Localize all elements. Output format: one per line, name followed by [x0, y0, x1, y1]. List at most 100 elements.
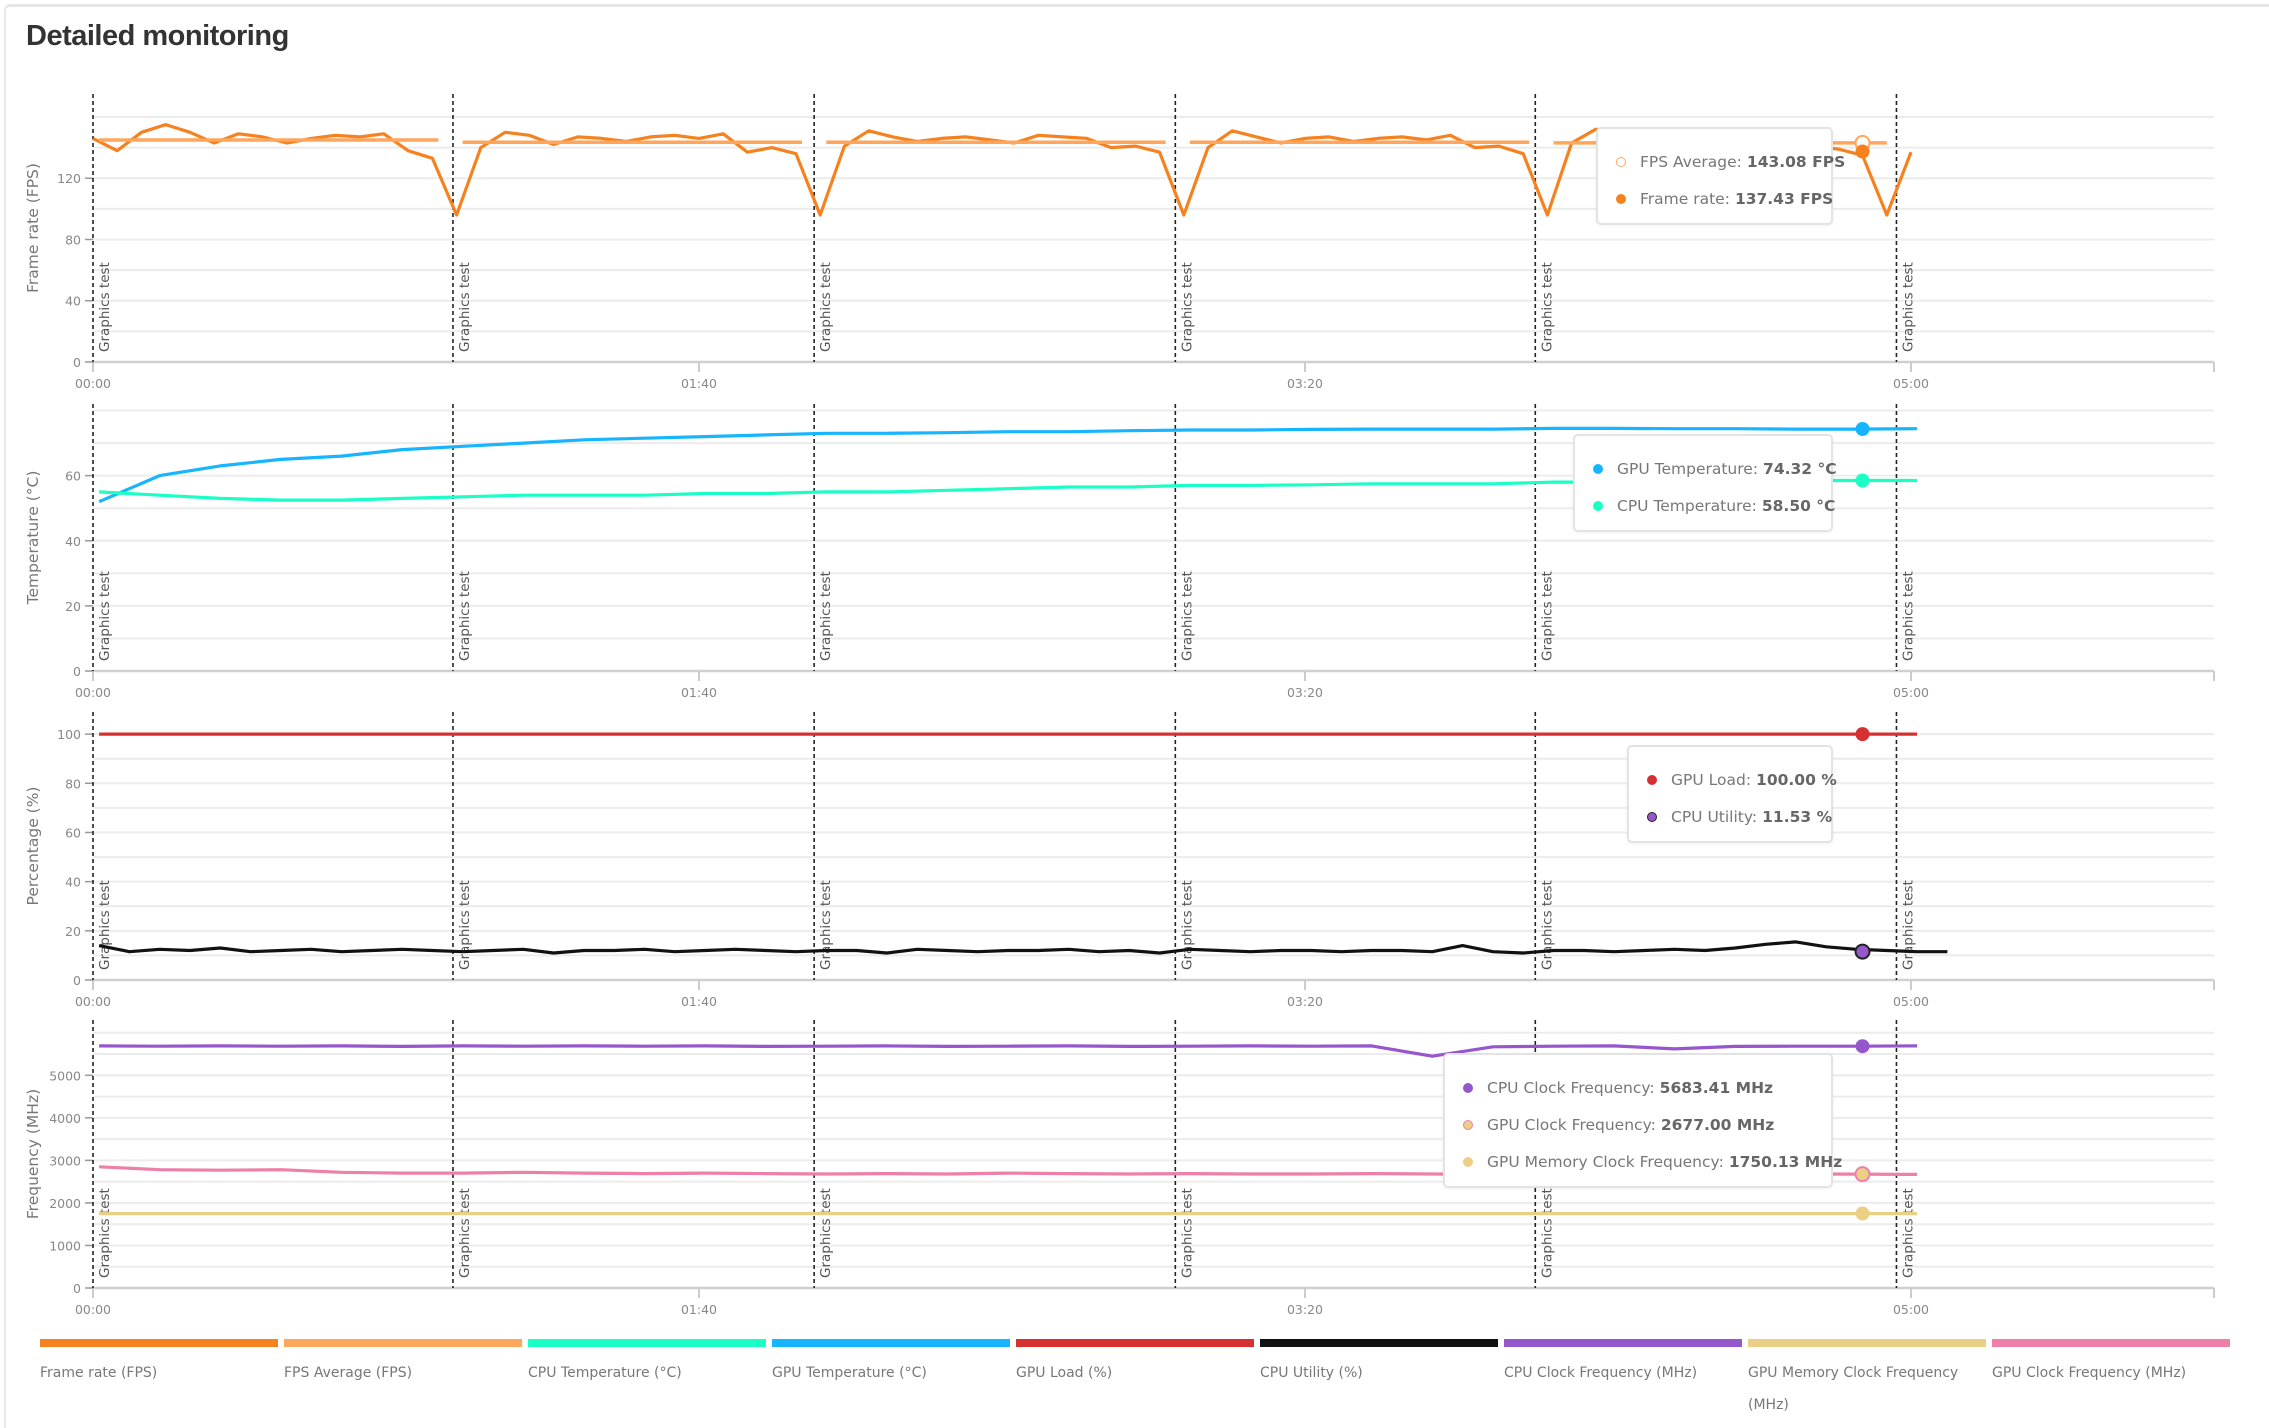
tooltip-value: 74.32 °C [1763, 459, 1837, 478]
tooltip-label: GPU Load: [1671, 770, 1752, 789]
y-tick-label: 0 [73, 664, 81, 679]
tooltip-value: 5683.41 MHz [1659, 1078, 1774, 1097]
y-tick-label: 40 [65, 294, 81, 309]
test-marker-label: Graphics test [97, 1188, 113, 1278]
legend-color-swatch [1992, 1339, 2230, 1347]
legend-item[interactable]: GPU Clock Frequency (MHz) [1992, 1339, 2230, 1421]
series-dot-icon [1647, 811, 1657, 822]
test-marker-label: Graphics test [97, 262, 113, 352]
tooltip-row: FPS Average: 143.08 FPS [1616, 143, 1845, 180]
test-marker-label: Graphics test [457, 262, 473, 352]
tooltip-label: CPU Temperature: [1617, 496, 1757, 515]
tooltip-label: GPU Clock Frequency: [1487, 1115, 1656, 1134]
y-tick-label: 40 [65, 534, 81, 549]
test-marker-label: Graphics test [1539, 880, 1555, 970]
chart-tooltip: CPU Clock Frequency: 5683.41 MHz GPU Clock… [1443, 1053, 1842, 1188]
test-marker-label: Graphics test [818, 880, 834, 970]
tooltip-row: GPU Load: 100.00 % [1647, 761, 1837, 798]
x-tick-label: 00:00 [75, 994, 111, 1009]
tooltip-row: CPU Clock Frequency: 5683.41 MHz [1463, 1069, 1817, 1106]
x-tick-label: 03:20 [1287, 1302, 1323, 1317]
tooltip-label: GPU Memory Clock Frequency: [1487, 1152, 1724, 1171]
x-tick-label: 00:00 [75, 685, 111, 700]
hover-point [1855, 422, 1870, 437]
hover-point [1854, 1166, 1871, 1183]
y-tick-label: 40 [65, 875, 81, 890]
legend-color-swatch [1504, 1339, 1742, 1347]
y-tick-label: 80 [65, 776, 81, 791]
legend-label: Frame rate (FPS) [40, 1365, 158, 1381]
chart-2[interactable]: 00:00 01:40 03:20 05:00 0 20 40 60 Temperature (… [24, 404, 2215, 700]
legend-label: GPU Memory Clock Frequency (MHz) [1748, 1365, 1959, 1413]
y-tick-label: 120 [57, 171, 81, 186]
tooltip-value: 100.00 % [1756, 770, 1837, 789]
legend-item[interactable]: CPU Temperature (°C) [528, 1339, 766, 1421]
test-marker-label: Graphics test [1539, 1188, 1555, 1278]
hover-point [1855, 1039, 1870, 1054]
legend-color-swatch [1748, 1339, 1986, 1347]
test-marker-label: Graphics test [1900, 880, 1916, 970]
y-axis-label: Temperature (°C) [24, 471, 42, 606]
legend-color-swatch [772, 1339, 1010, 1347]
y-tick-label: 1000 [49, 1238, 81, 1253]
chart-1[interactable]: 00:00 01:40 03:20 05:00 0 40 80 120 Frame rate (… [24, 94, 2215, 391]
legend-label: GPU Temperature (°C) [772, 1365, 927, 1381]
y-tick-label: 20 [65, 599, 81, 614]
y-tick-label: 100 [57, 727, 81, 742]
y-tick-label: 4000 [49, 1111, 81, 1126]
legend-item[interactable]: CPU Clock Frequency (MHz) [1504, 1339, 1742, 1421]
chart-3[interactable]: 00:00 01:40 03:20 05:00 0 20 40 60 80 100 Percenta… [24, 712, 2215, 1009]
tooltip-row: Frame rate: 137.43 FPS [1616, 180, 1833, 217]
tooltip-value: 58.50 °C [1761, 496, 1836, 515]
test-marker-label: Graphics test [97, 880, 113, 970]
tooltip-value: 11.53 % [1762, 807, 1833, 826]
legend-label: CPU Temperature (°C) [528, 1365, 682, 1381]
legend-label: GPU Load (%) [1016, 1365, 1113, 1381]
y-tick-label: 0 [73, 973, 81, 988]
y-tick-label: 80 [65, 232, 81, 247]
x-tick-label: 03:20 [1287, 685, 1323, 700]
chart-tooltip: FPS Average: 143.08 FPS Frame rate: 137.43 … [1596, 127, 1845, 225]
test-marker-label: Graphics test [818, 262, 834, 352]
legend-color-swatch [1016, 1339, 1254, 1347]
hover-point [1855, 473, 1870, 488]
y-axis-label: Frequency (MHz) [24, 1089, 42, 1219]
y-tick-label: 5000 [49, 1068, 81, 1083]
y-tick-label: 0 [73, 355, 81, 370]
tooltip-value: 143.08 FPS [1746, 152, 1846, 171]
monitoring-panel [4, 4, 2269, 1428]
x-tick-label: 05:00 [1893, 1302, 1929, 1317]
legend-item[interactable]: GPU Load (%) [1016, 1339, 1254, 1421]
test-marker-label: Graphics test [457, 1188, 473, 1278]
legend-item[interactable]: FPS Average (FPS) [284, 1339, 522, 1421]
y-tick-label: 20 [65, 924, 81, 939]
series-dot-icon [1593, 463, 1603, 474]
tooltip-row: CPU Utility: 11.53 % [1647, 798, 1832, 835]
legend-color-swatch [40, 1339, 278, 1347]
legend-item[interactable]: GPU Temperature (°C) [772, 1339, 1010, 1421]
test-marker-label: Graphics test [1900, 262, 1916, 352]
x-tick-label: 03:20 [1287, 376, 1323, 391]
tooltip-row: GPU Memory Clock Frequency: 1750.13 MHz [1463, 1143, 1842, 1180]
tooltip-value: 1750.13 MHz [1728, 1152, 1843, 1171]
y-tick-label: 3000 [49, 1153, 81, 1168]
legend-color-swatch [1260, 1339, 1498, 1347]
chart-4[interactable]: 00:00 01:40 03:20 05:00 0 1000 2000 3000 4000 500… [24, 1020, 2215, 1317]
test-marker-label: Graphics test [457, 571, 473, 661]
legend-item[interactable]: CPU Utility (%) [1260, 1339, 1498, 1421]
x-tick-label: 03:20 [1287, 994, 1323, 1009]
series-dot-icon [1616, 156, 1626, 167]
legend-item[interactable]: Frame rate (FPS) [40, 1339, 278, 1421]
chart-tooltip: GPU Load: 100.00 % CPU Utility: 11.53 % [1627, 745, 1837, 843]
tooltip-value: 137.43 FPS [1734, 189, 1834, 208]
hover-point [1854, 943, 1871, 960]
legend-color-swatch [284, 1339, 522, 1347]
tooltip-value: 2677.00 MHz [1660, 1115, 1775, 1134]
series-gpu-temperature-line [98, 426, 1918, 504]
test-marker-label: Graphics test [1179, 571, 1195, 661]
series-dot-icon [1647, 774, 1657, 785]
page-title: Detailed monitoring [26, 20, 289, 52]
legend-item[interactable]: GPU Memory Clock Frequency (MHz) [1748, 1339, 1986, 1421]
tooltip-label: FPS Average: [1640, 152, 1742, 171]
